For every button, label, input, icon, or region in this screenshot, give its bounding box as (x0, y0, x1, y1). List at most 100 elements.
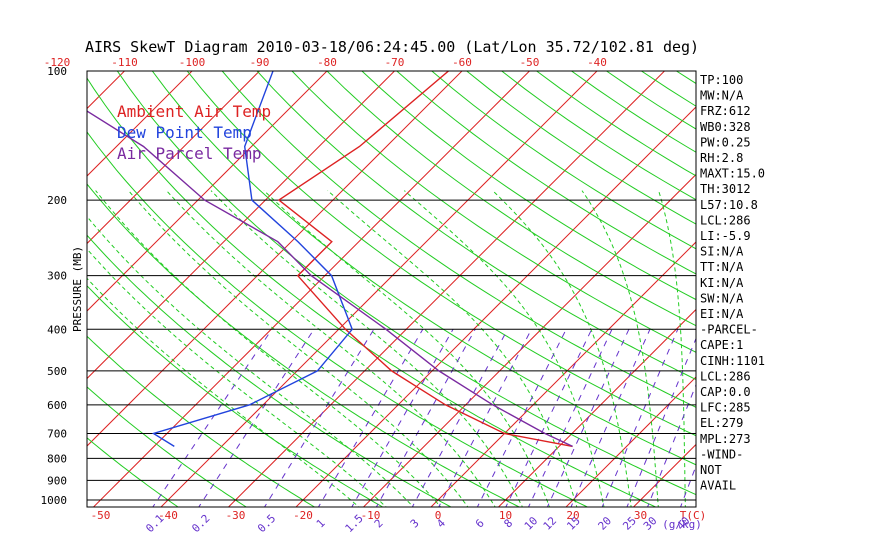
pressure-tick-label: 1000 (41, 494, 68, 507)
pressure-tick-label: 500 (47, 365, 67, 378)
isotherm-line (227, 71, 666, 507)
dry-adiabat-line (396, 71, 696, 275)
dry-adiabat-line (87, 285, 384, 507)
index-item: WB0:328 (700, 120, 751, 134)
bottom-temp-tick-label: -20 (293, 509, 313, 522)
bottom-temp-tick-label: 10 (499, 509, 512, 522)
moist-adiabat-line (263, 190, 551, 507)
top-temp-tick-label: -70 (385, 56, 405, 69)
isotherm-line (0, 51, 77, 517)
pressure-tick-label: 900 (47, 474, 67, 487)
chart-title: AIRS SkewT Diagram 2010-03-18/06:24:45.0… (85, 38, 699, 56)
mixing-ratio-line (646, 383, 696, 507)
mixing-ratio-line (570, 329, 651, 507)
index-item: TP:100 (700, 73, 743, 87)
moist-adiabat-line (658, 190, 686, 507)
index-item: LCL:286 (700, 369, 751, 383)
moist-adiabat-line (95, 190, 442, 507)
mixing-ratio-line (152, 329, 273, 507)
moist-adiabat-line (87, 277, 360, 507)
top-temp-tick-label: -40 (587, 56, 607, 69)
bottom-temp-tick-label: -50 (91, 509, 111, 522)
series-line-air-parcel-temp (87, 110, 573, 448)
moist-adiabat-line (492, 190, 632, 507)
dry-adiabat-line (816, 51, 870, 509)
pressure-tick-label: 200 (47, 194, 67, 207)
mixing-ratio-line (601, 329, 679, 507)
top-temp-tick-label: -100 (179, 56, 206, 69)
dry-adiabat-line (221, 71, 696, 408)
isotherm-line (362, 173, 696, 507)
index-item: MPL:273 (700, 432, 751, 446)
isotherm-line (92, 71, 531, 507)
mixing-ratio-line (411, 329, 509, 507)
legend-entry: Ambient Air Temp (117, 102, 271, 121)
index-item: RH:2.8 (700, 151, 743, 165)
index-item: SI:N/A (700, 245, 744, 259)
top-temp-tick-label: -50 (520, 56, 540, 69)
mixing-ratio-tick-label: 20 (596, 514, 615, 533)
isotherm-line (565, 376, 696, 507)
moist-adiabat-line (210, 190, 523, 507)
index-item: NOT (700, 463, 722, 477)
bottom-temp-tick-label: -10 (361, 509, 381, 522)
moist-adiabat-line (128, 190, 469, 507)
mixing-ratio-line (198, 329, 315, 507)
index-item: EI:N/A (700, 307, 744, 321)
index-item: -WIND- (700, 447, 743, 461)
isotherm-line (87, 71, 261, 245)
legend-entry: Air Parcel Temp (117, 144, 262, 163)
index-item: EL:279 (700, 416, 743, 430)
top-temp-tick-label: -60 (452, 56, 472, 69)
index-item: CAP:0.0 (700, 385, 751, 399)
profile-series (87, 71, 573, 448)
mixing-ratio-tick-label: 3 (408, 517, 422, 531)
index-item: PW:0.25 (700, 135, 751, 149)
isotherm-line (497, 308, 696, 507)
bottom-temp-tick-label: -30 (226, 509, 246, 522)
bottom-temp-tick-label: 0 (435, 509, 442, 522)
series-line-dew-point-temp (151, 71, 354, 447)
pressure-tick-label: 600 (47, 399, 67, 412)
dry-adiabat-line (87, 183, 521, 507)
moist-adiabat-line (87, 215, 415, 507)
dry-adiabat-line (116, 71, 696, 496)
top-temp-tick-label: -80 (317, 56, 337, 69)
bottom-temp-unit-label: T(C) (680, 509, 707, 522)
mixing-ratio-tick-label: 10 (522, 514, 541, 533)
mixing-ratio-line (375, 329, 476, 507)
isotherm-line (160, 71, 598, 507)
dry-adiabat-line (431, 71, 696, 250)
dry-adiabat-line (186, 71, 696, 437)
dry-adiabat-line (87, 131, 589, 507)
mixing-ratio-line (527, 329, 613, 507)
mixing-ratio-line (626, 337, 696, 507)
index-item: TH:3012 (700, 182, 751, 196)
dry-adiabat-line (850, 51, 870, 509)
dry-adiabat-line (87, 386, 248, 507)
mixing-ratio-tick-label: 0.2 (189, 512, 212, 535)
dry-adiabat-line (783, 51, 870, 509)
mixing-ratio-tick-label: 12 (541, 514, 560, 533)
isotherm-line (0, 51, 9, 517)
index-item: MW:N/A (700, 89, 744, 103)
y-axis-label: PRESSURE (MB) (71, 246, 84, 332)
moist-adiabat-line (403, 190, 605, 507)
mixing-ratio-line (317, 329, 424, 507)
index-item: CINH:1101 (700, 354, 765, 368)
grid-lines (0, 51, 870, 517)
isotherm-line (87, 71, 193, 177)
index-item: FRZ:612 (700, 104, 751, 118)
moist-adiabat-line (581, 190, 659, 507)
index-item: AVAIL (700, 479, 736, 493)
legend: Ambient Air Temp Dew Point Temp Air Parcel… (117, 102, 271, 163)
index-item: SW:N/A (700, 291, 744, 305)
isotherm-line (87, 71, 396, 380)
mixing-ratio-line (351, 329, 454, 507)
series-line-ambient-air-temp (277, 71, 573, 448)
index-item: L57:10.8 (700, 198, 758, 212)
bottom-temp-tick-label: -40 (158, 509, 178, 522)
isotherm-line (295, 106, 696, 507)
dry-adiabat-line (326, 71, 696, 327)
